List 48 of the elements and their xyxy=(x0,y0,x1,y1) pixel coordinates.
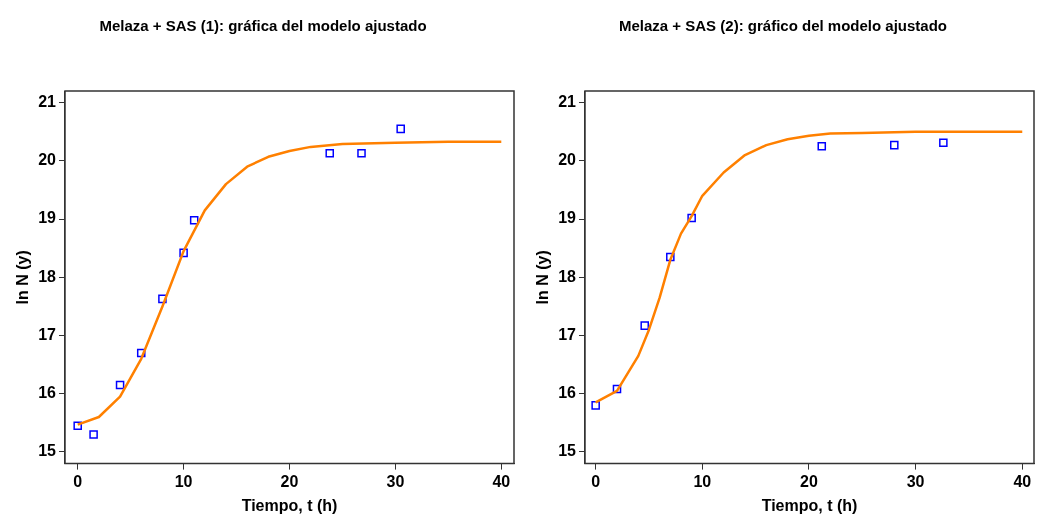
point xyxy=(136,348,146,358)
point xyxy=(666,252,675,262)
y-tick-label: 19 xyxy=(558,209,577,227)
y-tick-label: 18 xyxy=(38,267,57,285)
chart-title: Melaza + SAS (2): gráfico del modelo ajustado xyxy=(619,17,947,35)
point xyxy=(612,384,622,394)
y-tick-label: 16 xyxy=(38,384,57,402)
point xyxy=(890,140,899,150)
point xyxy=(939,138,948,148)
point xyxy=(325,149,335,158)
point xyxy=(357,149,366,158)
y-tick-label: 21 xyxy=(38,93,57,111)
y-tick-label: 15 xyxy=(558,442,577,460)
y-axis-title: ln N (y) xyxy=(534,250,552,305)
y-tick-label: 18 xyxy=(558,267,577,285)
y-tick-label: 19 xyxy=(38,209,57,227)
point xyxy=(115,380,125,390)
y-tick-label: 15 xyxy=(38,442,57,460)
x-tick-label: 40 xyxy=(1013,472,1032,490)
x-tick-label: 0 xyxy=(591,472,601,490)
x-tick-label: 10 xyxy=(693,472,712,490)
point xyxy=(89,430,98,439)
x-tick-label: 0 xyxy=(73,472,83,490)
y-axis-title: ln N (y) xyxy=(14,250,32,305)
x-tick-label: 40 xyxy=(492,472,511,490)
y-tick-label: 21 xyxy=(558,93,577,111)
chart-title: Melaza + SAS (1): gráfica del modelo ajustado xyxy=(99,17,427,35)
y-tick-label: 17 xyxy=(38,325,57,343)
y-tick-label: 20 xyxy=(558,151,577,169)
x-axis-title: Tiempo, t (h) xyxy=(761,496,858,514)
point xyxy=(189,215,199,225)
x-tick-label: 30 xyxy=(906,472,925,490)
x-tick-label: 20 xyxy=(280,472,299,490)
y-tick-label: 16 xyxy=(558,384,577,402)
point xyxy=(396,124,405,134)
y-tick-label: 20 xyxy=(38,151,57,169)
x-tick-label: 30 xyxy=(386,472,405,490)
point xyxy=(640,321,650,330)
x-axis-title: Tiempo, t (h) xyxy=(241,496,338,514)
point xyxy=(73,421,82,431)
point xyxy=(687,213,696,223)
x-tick-label: 20 xyxy=(800,472,818,490)
point xyxy=(158,294,167,304)
x-tick-label: 10 xyxy=(174,472,193,490)
y-tick-label: 17 xyxy=(558,325,577,343)
point xyxy=(817,142,827,151)
point xyxy=(591,401,600,410)
point xyxy=(179,248,188,258)
